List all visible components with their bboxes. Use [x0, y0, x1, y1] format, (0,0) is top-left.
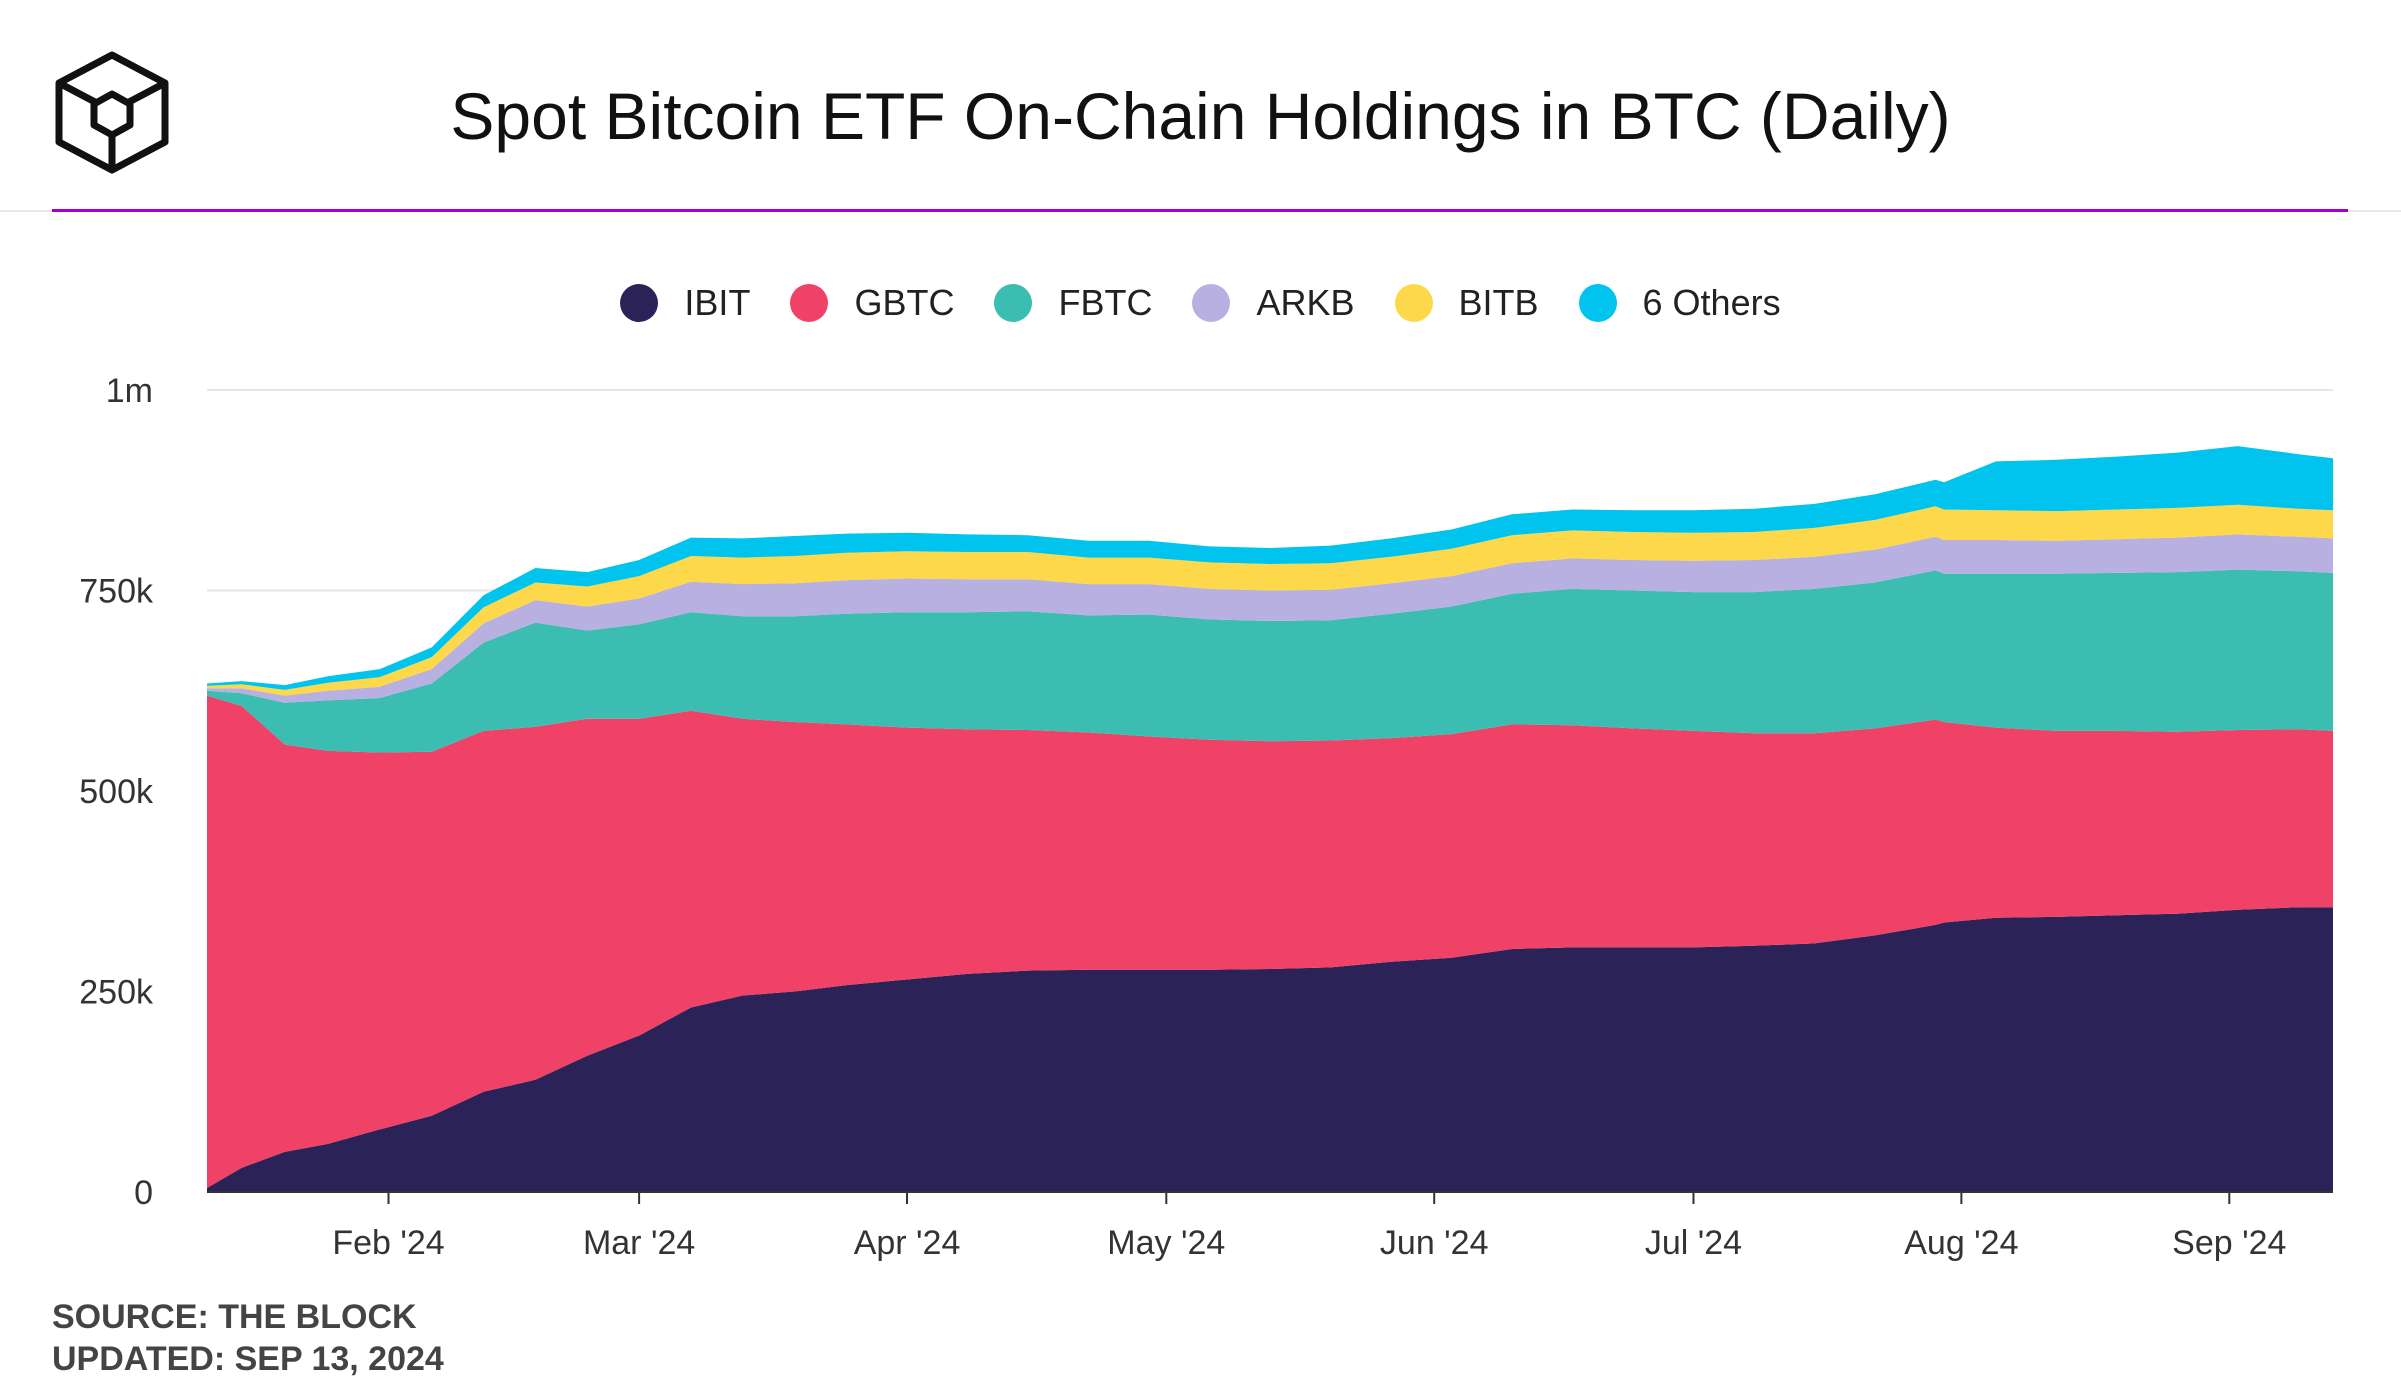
area-series [207, 446, 2333, 1192]
legend-swatch [1394, 284, 1433, 322]
accent-divider [52, 209, 2348, 212]
y-tick-label: 500k [79, 773, 154, 811]
legend-item-fbtc[interactable]: FBTC [994, 282, 1152, 324]
x-tick-label: Aug '24 [1904, 1224, 2018, 1262]
area-6-others [207, 446, 2333, 690]
y-tick-label: 750k [79, 573, 154, 611]
legend-item-ibit[interactable]: IBIT [620, 282, 750, 324]
legend-label: IBIT [684, 282, 751, 323]
legend-item-arkb[interactable]: ARKB [1192, 282, 1355, 324]
source-label: SOURCE: THE BLOCK [52, 1298, 417, 1336]
legend-label: FBTC [1058, 282, 1153, 323]
legend-label: ARKB [1256, 282, 1355, 323]
legend-swatch [994, 284, 1033, 322]
y-tick-label: 1m [106, 372, 153, 410]
x-tick-label: May '24 [1107, 1224, 1225, 1262]
x-tick-label: Apr '24 [854, 1224, 961, 1262]
x-tick-label: Sep '24 [2172, 1224, 2286, 1262]
updated-label: UPDATED: SEP 13, 2024 [52, 1340, 444, 1378]
x-tick-label: Feb '24 [332, 1224, 444, 1262]
x-tick-label: Mar '24 [583, 1224, 695, 1262]
x-tick-label: Jun '24 [1380, 1224, 1489, 1262]
legend-swatch [1578, 284, 1617, 322]
area-arkb [207, 534, 2333, 703]
x-tick-label: Jul '24 [1645, 1224, 1742, 1262]
chart-footer: SOURCE: THE BLOCK UPDATED: SEP 13, 2024 [52, 1296, 444, 1380]
area-fbtc [207, 569, 2333, 753]
legend-label: 6 Others [1642, 282, 1781, 323]
legend-item-6-others[interactable]: 6 Others [1578, 282, 1781, 324]
legend-item-gbtc[interactable]: GBTC [790, 282, 954, 324]
legend-label: GBTC [854, 282, 955, 323]
legend-item-bitb[interactable]: BITB [1394, 282, 1539, 324]
axes: 0 250k 500k 750k 1m Feb '24 Mar '24 Apr '24 May … [79, 372, 2333, 1262]
chart-title: Spot Bitcoin ETF On-Chain Holdings in BT… [450, 79, 1951, 153]
cube-logo-icon [55, 51, 169, 174]
area-ibit [207, 907, 2333, 1192]
legend-label: BITB [1458, 282, 1539, 323]
legend-swatch [620, 284, 659, 322]
y-tick-label: 250k [79, 974, 154, 1012]
legend-swatch [1192, 284, 1231, 322]
legend-swatch [790, 284, 829, 322]
area-bitb [207, 504, 2333, 696]
y-tick-label: 0 [134, 1174, 153, 1212]
chart-legend: IBIT GBTC FBTC ARKB BITB 6 Others [0, 282, 2401, 324]
area-gbtc [207, 695, 2333, 1188]
